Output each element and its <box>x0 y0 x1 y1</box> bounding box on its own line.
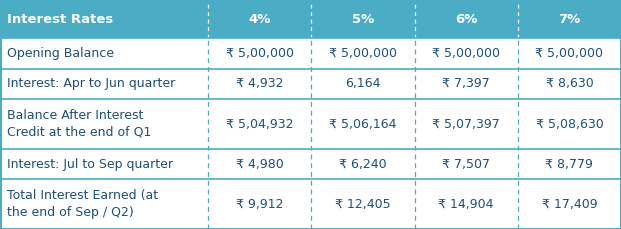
Bar <box>312 0 415 38</box>
Bar <box>518 149 621 179</box>
Text: ₹ 4,980: ₹ 4,980 <box>236 158 284 171</box>
Text: ₹ 5,00,000: ₹ 5,00,000 <box>226 47 294 60</box>
Bar <box>0 179 208 229</box>
Bar <box>0 38 208 69</box>
Bar <box>312 149 415 179</box>
Bar <box>518 99 621 149</box>
Text: ₹ 6,240: ₹ 6,240 <box>339 158 387 171</box>
Bar <box>312 179 415 229</box>
Text: 4%: 4% <box>248 13 271 26</box>
Bar <box>415 149 518 179</box>
Text: Interest: Apr to Jun quarter: Interest: Apr to Jun quarter <box>7 77 176 90</box>
Bar <box>0 69 208 99</box>
Bar <box>208 69 312 99</box>
Bar <box>415 179 518 229</box>
Bar <box>518 38 621 69</box>
Text: ₹ 14,904: ₹ 14,904 <box>438 198 494 211</box>
Text: ₹ 7,397: ₹ 7,397 <box>442 77 490 90</box>
Bar <box>415 99 518 149</box>
Text: 7%: 7% <box>558 13 581 26</box>
Text: ₹ 12,405: ₹ 12,405 <box>335 198 391 211</box>
Text: ₹ 4,932: ₹ 4,932 <box>236 77 284 90</box>
Text: Interest Rates: Interest Rates <box>7 13 114 26</box>
Bar <box>0 99 208 149</box>
Text: ₹ 5,07,397: ₹ 5,07,397 <box>432 117 500 131</box>
Bar <box>208 149 312 179</box>
Bar <box>518 0 621 38</box>
Text: ₹ 8,779: ₹ 8,779 <box>545 158 593 171</box>
Text: Total Interest Earned (at
the end of Sep / Q2): Total Interest Earned (at the end of Sep… <box>7 189 158 219</box>
Text: 5%: 5% <box>352 13 374 26</box>
Bar <box>415 0 518 38</box>
Text: ₹ 9,912: ₹ 9,912 <box>236 198 284 211</box>
Text: ₹ 5,00,000: ₹ 5,00,000 <box>535 47 604 60</box>
Bar <box>0 0 208 38</box>
Text: ₹ 7,507: ₹ 7,507 <box>442 158 490 171</box>
Text: 6%: 6% <box>455 13 478 26</box>
Text: Interest: Jul to Sep quarter: Interest: Jul to Sep quarter <box>7 158 173 171</box>
Bar <box>208 179 312 229</box>
Text: Opening Balance: Opening Balance <box>7 47 114 60</box>
Bar <box>415 38 518 69</box>
Text: ₹ 17,409: ₹ 17,409 <box>542 198 597 211</box>
Text: 6,164: 6,164 <box>345 77 381 90</box>
Text: ₹ 5,00,000: ₹ 5,00,000 <box>329 47 397 60</box>
Bar <box>312 38 415 69</box>
Bar <box>0 149 208 179</box>
Bar <box>312 69 415 99</box>
Bar <box>415 69 518 99</box>
Text: Balance After Interest
Credit at the end of Q1: Balance After Interest Credit at the end… <box>7 109 152 139</box>
Text: ₹ 5,08,630: ₹ 5,08,630 <box>535 117 603 131</box>
Text: ₹ 5,04,932: ₹ 5,04,932 <box>226 117 294 131</box>
Text: ₹ 5,06,164: ₹ 5,06,164 <box>329 117 397 131</box>
Text: ₹ 5,00,000: ₹ 5,00,000 <box>432 47 501 60</box>
Bar <box>208 0 312 38</box>
Bar <box>518 179 621 229</box>
Bar <box>208 99 312 149</box>
Bar <box>518 69 621 99</box>
Bar <box>208 38 312 69</box>
Bar <box>312 99 415 149</box>
Text: ₹ 8,630: ₹ 8,630 <box>545 77 593 90</box>
